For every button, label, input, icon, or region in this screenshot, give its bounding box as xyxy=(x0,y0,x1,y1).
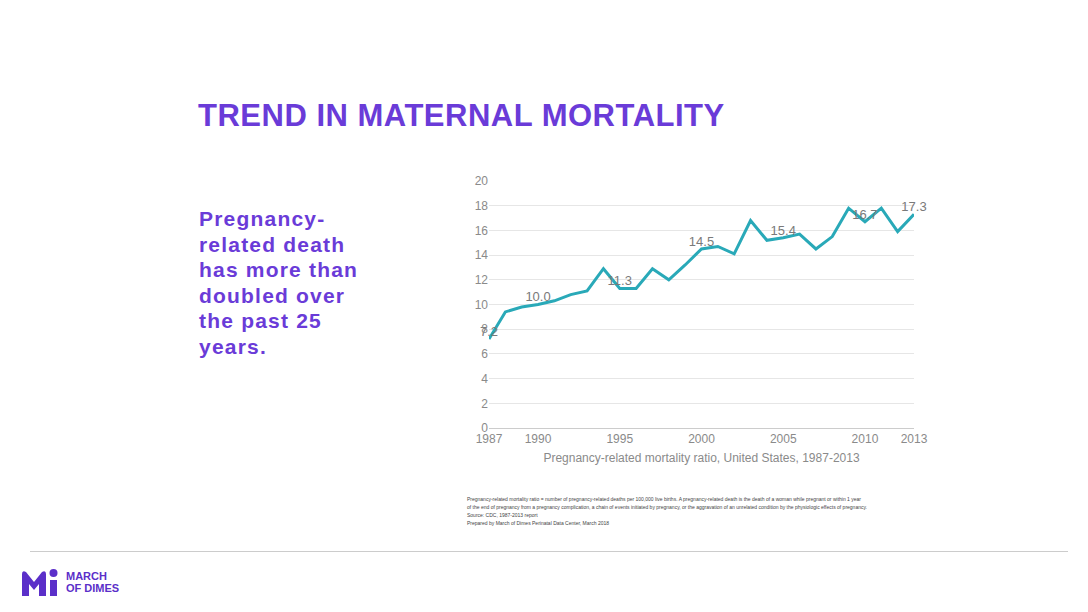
svg-text:11.3: 11.3 xyxy=(608,273,632,288)
svg-text:16: 16 xyxy=(475,224,489,238)
svg-text:2010: 2010 xyxy=(852,432,879,446)
svg-text:2: 2 xyxy=(481,397,488,411)
svg-text:10.0: 10.0 xyxy=(525,289,550,304)
svg-text:7.2: 7.2 xyxy=(480,324,498,339)
html-text:MARCH: MARCH xyxy=(66,570,107,582)
svg-text:14: 14 xyxy=(475,248,489,262)
html-text:related death: related death xyxy=(199,232,346,256)
html-text:Pregnancy-related mortality ra: Pregnancy-related mortality ratio = numb… xyxy=(467,496,861,502)
svg-text:2013: 2013 xyxy=(901,432,928,446)
svg-text:4: 4 xyxy=(481,372,488,386)
html-text:TREND IN MATERNAL MORTALITY: TREND IN MATERNAL MORTALITY xyxy=(198,98,725,133)
html-text:of the end of pregnancy from a: of the end of pregnancy from a pregnancy… xyxy=(467,504,867,510)
svg-text:18: 18 xyxy=(475,199,489,213)
html-text:years.: years. xyxy=(199,334,267,358)
html-text:the past 25: the past 25 xyxy=(199,309,322,332)
html-text:Prepared by March of Dimes Per: Prepared by March of Dimes Perinatal Dat… xyxy=(467,520,609,526)
html-text:OF DIMES: OF DIMES xyxy=(66,582,120,594)
html-text:Pregnancy-: Pregnancy- xyxy=(199,207,326,230)
svg-text:1995: 1995 xyxy=(606,432,633,446)
svg-text:Pregnancy-related mortality ra: Pregnancy-related mortality ratio, Unite… xyxy=(543,451,859,465)
svg-text:14.5: 14.5 xyxy=(689,234,714,249)
svg-text:0: 0 xyxy=(481,421,488,435)
svg-text:16.7: 16.7 xyxy=(852,207,877,222)
svg-text:1987: 1987 xyxy=(476,432,503,446)
svg-text:15.4: 15.4 xyxy=(771,223,796,238)
svg-text:10: 10 xyxy=(475,298,489,312)
html-text:Source: CDC, 1987-2013 report: Source: CDC, 1987-2013 report xyxy=(467,512,538,518)
html-text:doubled over: doubled over xyxy=(199,283,346,307)
svg-text:1990: 1990 xyxy=(525,432,552,446)
svg-text:6: 6 xyxy=(481,347,488,361)
html-text:has more than: has more than xyxy=(199,258,359,281)
svg-text:2005: 2005 xyxy=(770,432,797,446)
svg-text:12: 12 xyxy=(475,273,489,287)
svg-text:2000: 2000 xyxy=(688,432,715,446)
svg-text:20: 20 xyxy=(475,174,489,188)
svg-text:17.3: 17.3 xyxy=(901,199,926,214)
svg-text:8: 8 xyxy=(481,322,488,336)
